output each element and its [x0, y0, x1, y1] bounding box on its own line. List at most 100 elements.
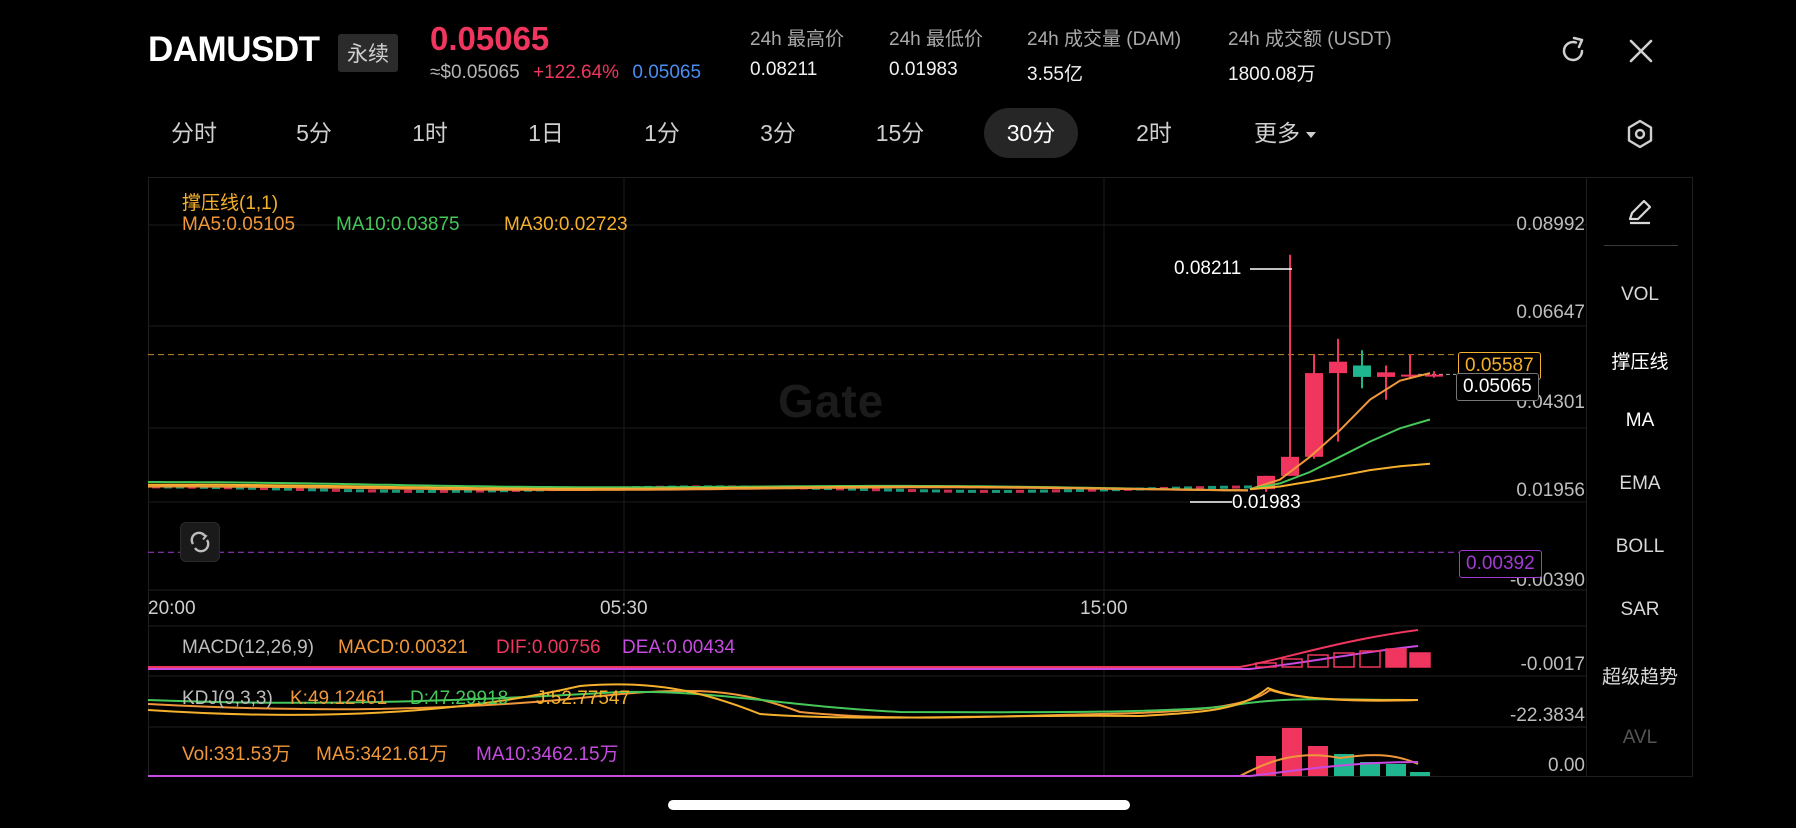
- candle-body: [1281, 456, 1299, 476]
- kdj-title: KDJ(9,3,3): [182, 688, 273, 709]
- kdj-d-line: [147, 690, 1419, 714]
- sidebar-item-support-resistance[interactable]: 撑压线: [1611, 352, 1669, 373]
- candle-flat: [884, 488, 892, 492]
- watermark-logo: Gate: [778, 375, 885, 427]
- candle-flat: [224, 486, 232, 490]
- tab-interval-active[interactable]: 30分: [984, 108, 1078, 158]
- y-axis-tick: 0.06647: [1516, 302, 1585, 323]
- interval-tabs: 分时 5分 1时 1日 1分 3分 15分 30分 2时 更多: [150, 108, 1350, 160]
- sidebar-item-ema[interactable]: EMA: [1619, 473, 1661, 494]
- tab-more[interactable]: 更多: [1230, 108, 1340, 158]
- candle-flat: [944, 489, 952, 493]
- ma30-label: MA30:0.02723: [504, 214, 628, 235]
- candle-flat: [1244, 485, 1252, 489]
- ma-line-ma10: [1249, 418, 1431, 491]
- candle-flat: [488, 489, 496, 493]
- macd-histogram-bar: [1385, 648, 1407, 668]
- candle-body: [1377, 372, 1395, 377]
- volume-bar: [1410, 772, 1430, 776]
- settings-hexagon-icon[interactable]: [1624, 118, 1656, 150]
- candle-flat: [272, 487, 280, 491]
- macd-histogram-bar: [1255, 662, 1277, 668]
- swap-chart-button[interactable]: [180, 522, 220, 562]
- stat-label: 24h 成交量 (DAM): [1027, 29, 1182, 50]
- kdj-k-value: K:49.12461: [290, 688, 388, 709]
- candle-flat: [920, 489, 928, 493]
- tab-interval[interactable]: 5分: [296, 120, 332, 146]
- tab-interval[interactable]: 1分: [644, 120, 680, 146]
- x-axis-tick: 15:00: [1080, 598, 1128, 619]
- stat-24h-turnover: 24h 成交额 (USDT) 1800.08万: [1228, 24, 1392, 86]
- tab-interval[interactable]: 1时: [412, 120, 448, 146]
- volume-bar: [1282, 728, 1302, 776]
- candle-body: [1305, 373, 1323, 457]
- support-price-label: 0.00392: [1459, 550, 1542, 578]
- candle-flat: [932, 489, 940, 493]
- draw-pen-icon[interactable]: [1622, 193, 1658, 229]
- close-icon[interactable]: [1624, 34, 1658, 68]
- candle-flat: [1028, 489, 1036, 493]
- vol-value: Vol:331.53万: [182, 744, 291, 765]
- candle-flat: [332, 488, 340, 492]
- sidebar-item-supertrend[interactable]: 超级趋势: [1601, 667, 1678, 688]
- candle-flat: [464, 489, 472, 493]
- tab-interval[interactable]: 15分: [875, 120, 925, 146]
- candle-flat: [1196, 486, 1204, 490]
- candle-flat: [296, 487, 304, 491]
- candle-flat: [1064, 489, 1072, 493]
- sidebar-item-ma[interactable]: MA: [1625, 410, 1655, 431]
- stat-label: 24h 最低价: [889, 29, 983, 50]
- tab-interval[interactable]: 分时: [171, 120, 217, 146]
- symbol-title[interactable]: DAMUSDT: [148, 30, 320, 69]
- vol-ma10-value: MA10:3462.15万: [476, 744, 619, 765]
- kdj-j-line: [147, 683, 1419, 719]
- y-axis-tick: 0.01956: [1516, 480, 1585, 501]
- macd-histogram-bar: [1359, 650, 1381, 668]
- candle-flat: [836, 487, 844, 491]
- tab-interval[interactable]: 3分: [760, 120, 796, 146]
- tab-interval[interactable]: 2时: [1136, 120, 1172, 146]
- macd-histogram-bar: [1409, 652, 1431, 668]
- volume-bar: [1386, 764, 1406, 776]
- candle-flat: [260, 487, 268, 491]
- candle-flat: [1076, 488, 1084, 492]
- kdj-j-value: J:52.77547: [536, 688, 631, 709]
- caret-down-icon: [1306, 131, 1316, 138]
- candle-flat: [236, 486, 244, 490]
- sidebar-item-vol[interactable]: VOL: [1620, 284, 1660, 305]
- change-percent: +122.64%: [532, 62, 620, 83]
- stat-value: 1800.08万: [1228, 64, 1316, 85]
- candle-body: [1401, 374, 1419, 377]
- price-subrow: ≈$0.05065 +122.64% 0.05065: [430, 62, 701, 84]
- candle-flat: [992, 489, 1000, 493]
- refresh-icon[interactable]: [1556, 34, 1590, 68]
- volume-bar: [1256, 756, 1276, 776]
- indicator-title: 撑压线(1,1): [182, 193, 279, 214]
- candle-flat: [344, 489, 352, 493]
- home-indicator[interactable]: [668, 800, 1130, 810]
- candle-flat: [284, 487, 292, 491]
- candle-flat: [452, 489, 460, 493]
- high-price-label: 0.08211: [1174, 258, 1242, 279]
- stat-value: 3.55亿: [1027, 64, 1083, 85]
- usd-price: ≈$0.05065: [430, 62, 520, 83]
- candle-flat: [1088, 488, 1096, 492]
- volume-tick: 0.00: [1548, 755, 1585, 776]
- x-axis-tick: 05:30: [600, 598, 648, 619]
- kdj-d-value: D:47.29918: [410, 688, 509, 709]
- candle-flat: [860, 487, 868, 491]
- candle-flat: [440, 489, 448, 493]
- candle-flat: [392, 489, 400, 493]
- tab-interval[interactable]: 1日: [528, 120, 564, 146]
- x-axis-tick: 20:00: [148, 598, 196, 619]
- candle-flat: [848, 487, 856, 491]
- low-price-label: 0.01983: [1232, 492, 1301, 513]
- candle-flat: [368, 489, 376, 493]
- stat-24h-volume: 24h 成交量 (DAM) 3.55亿: [1027, 24, 1181, 86]
- sidebar-item-avl[interactable]: AVL: [1622, 727, 1658, 748]
- sidebar-item-sar[interactable]: SAR: [1620, 599, 1660, 620]
- candle-body: [1353, 365, 1371, 377]
- sidebar-item-boll[interactable]: BOLL: [1615, 536, 1665, 557]
- sidebar-separator: [1604, 245, 1678, 246]
